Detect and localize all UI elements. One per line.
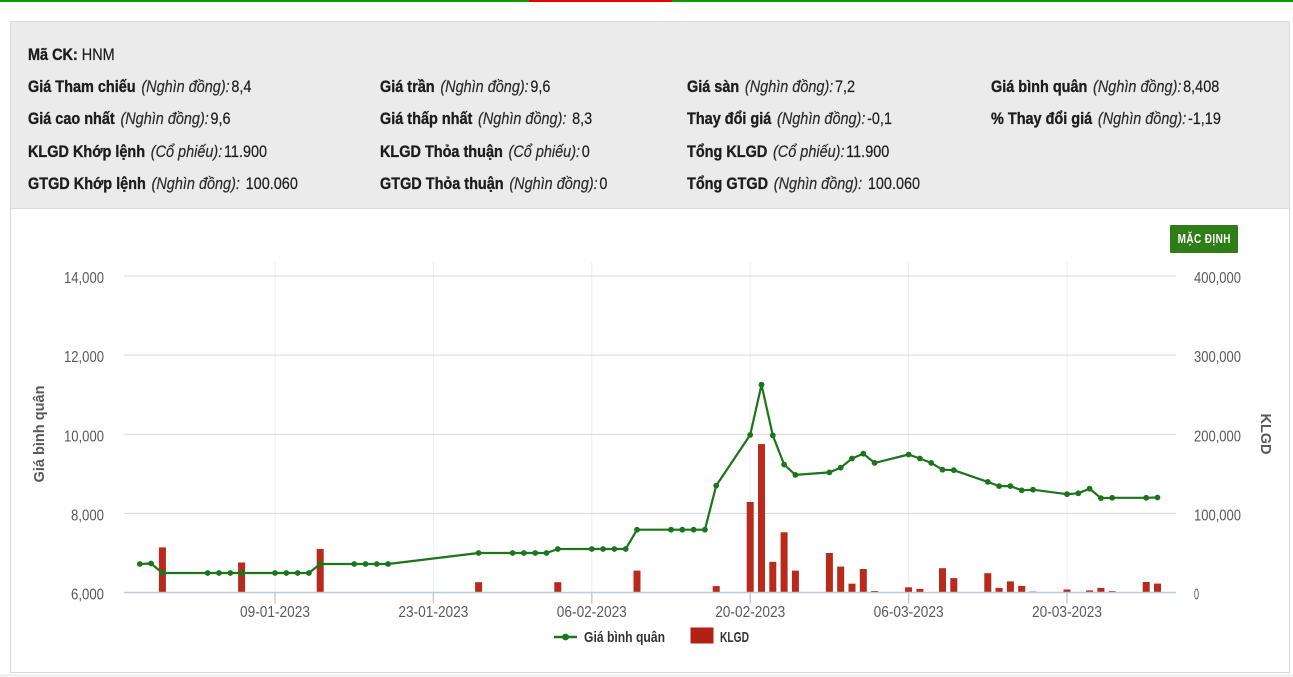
svg-text:20-02-2023: 20-02-2023	[715, 604, 785, 621]
svg-text:06-02-2023: 06-02-2023	[557, 604, 627, 621]
svg-text:Giá bình quân: Giá bình quân	[584, 629, 665, 646]
svg-text:10,000: 10,000	[64, 428, 104, 445]
svg-text:14,000: 14,000	[64, 270, 104, 287]
svg-text:8,000: 8,000	[71, 507, 104, 524]
svg-text:06-03-2023: 06-03-2023	[874, 604, 944, 621]
svg-text:09-01-2023: 09-01-2023	[240, 604, 310, 621]
svg-text:KLGD: KLGD	[1257, 414, 1274, 455]
svg-text:23-01-2023: 23-01-2023	[398, 604, 468, 621]
svg-text:300,000: 300,000	[1194, 349, 1241, 366]
svg-text:100,000: 100,000	[1194, 507, 1241, 524]
svg-text:20-03-2023: 20-03-2023	[1032, 604, 1102, 621]
svg-text:KLGD: KLGD	[720, 629, 749, 646]
svg-text:12,000: 12,000	[64, 349, 104, 366]
svg-text:0: 0	[1194, 587, 1199, 604]
svg-text:400,000: 400,000	[1194, 270, 1241, 287]
svg-text:Giá bình quân: Giá bình quân	[31, 386, 48, 483]
svg-text:6,000: 6,000	[71, 587, 104, 604]
svg-text:200,000: 200,000	[1194, 428, 1241, 445]
